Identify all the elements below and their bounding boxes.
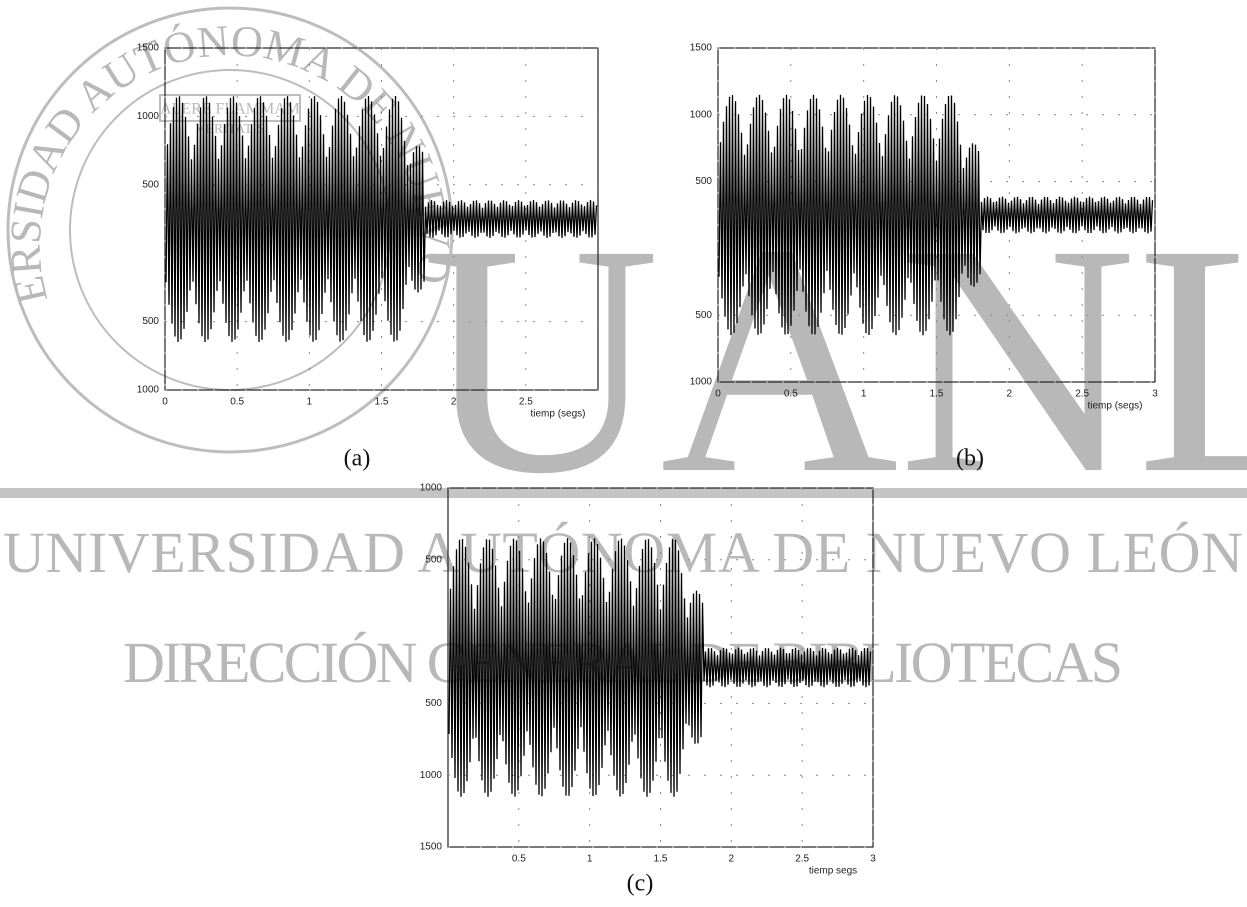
- y-tick-label: 1000: [690, 377, 713, 388]
- x-tick-label: 2: [1007, 389, 1013, 400]
- watermark-line: UNIVERSIDAD AUTÓNOMA DE NUEVO LEÓN: [3, 520, 1243, 585]
- x-axis-title: tiemp (segs): [1087, 401, 1142, 412]
- x-tick-label: 3: [870, 854, 876, 865]
- x-tick-label: 1.5: [654, 854, 668, 865]
- y-tick-label: 500: [695, 310, 712, 321]
- x-tick-label: 1.5: [930, 389, 944, 400]
- y-tick-label: 1500: [690, 43, 713, 54]
- x-tick-label: 3: [1152, 389, 1158, 400]
- x-tick-label: 0: [715, 389, 721, 400]
- watermark-letters: UANL: [422, 177, 1247, 542]
- y-tick-label: 1000: [137, 385, 160, 396]
- x-tick-label: 0.5: [512, 854, 526, 865]
- y-tick-label: 500: [695, 176, 712, 187]
- y-tick-label: 1500: [420, 842, 443, 853]
- waveform: [718, 94, 1154, 336]
- waveform: [165, 95, 598, 343]
- y-tick-label: 500: [142, 316, 159, 327]
- watermark: UNIVERSIDAD AUTÓNOMA DE NUEVO LEÓN ALERE…: [0, 0, 1247, 695]
- y-tick-label: 500: [425, 554, 442, 565]
- x-axis-title: tiemp segs: [809, 866, 857, 877]
- x-tick-label: 2.5: [795, 854, 809, 865]
- x-tick-label: 0: [162, 397, 168, 408]
- waveform: [448, 538, 872, 797]
- seal-ring: [6, 6, 454, 454]
- y-tick-label: 500: [425, 698, 442, 709]
- figure-caption: (b): [956, 446, 984, 472]
- x-tick-label: 0.5: [230, 397, 244, 408]
- y-tick-label: 1500: [137, 43, 160, 54]
- x-tick-label: 2: [729, 854, 735, 865]
- x-axis-title: tiemp (segs): [530, 409, 585, 420]
- x-tick-label: 2: [451, 397, 457, 408]
- y-tick-label: 1000: [690, 109, 713, 120]
- watermark-rule: [0, 488, 1247, 498]
- x-tick-label: 2.5: [519, 397, 533, 408]
- x-tick-label: 1.5: [375, 397, 389, 408]
- figure-caption: (c): [627, 871, 654, 897]
- x-tick-label: 2.5: [1075, 389, 1089, 400]
- x-tick-label: 1: [861, 389, 867, 400]
- y-tick-label: 1000: [420, 483, 443, 494]
- y-tick-label: 500: [142, 179, 159, 190]
- x-tick-label: 0.5: [784, 389, 798, 400]
- x-tick-label: 1: [307, 397, 313, 408]
- y-tick-label: 1000: [137, 111, 160, 122]
- figure: 1000 500 500 1000 1500 0.5 1 1.5 2 2.5 3 tiemp segs…: [420, 483, 876, 897]
- figure-caption: (a): [344, 446, 371, 472]
- x-tick-label: 1: [587, 854, 593, 865]
- y-tick-label: 1000: [420, 770, 443, 781]
